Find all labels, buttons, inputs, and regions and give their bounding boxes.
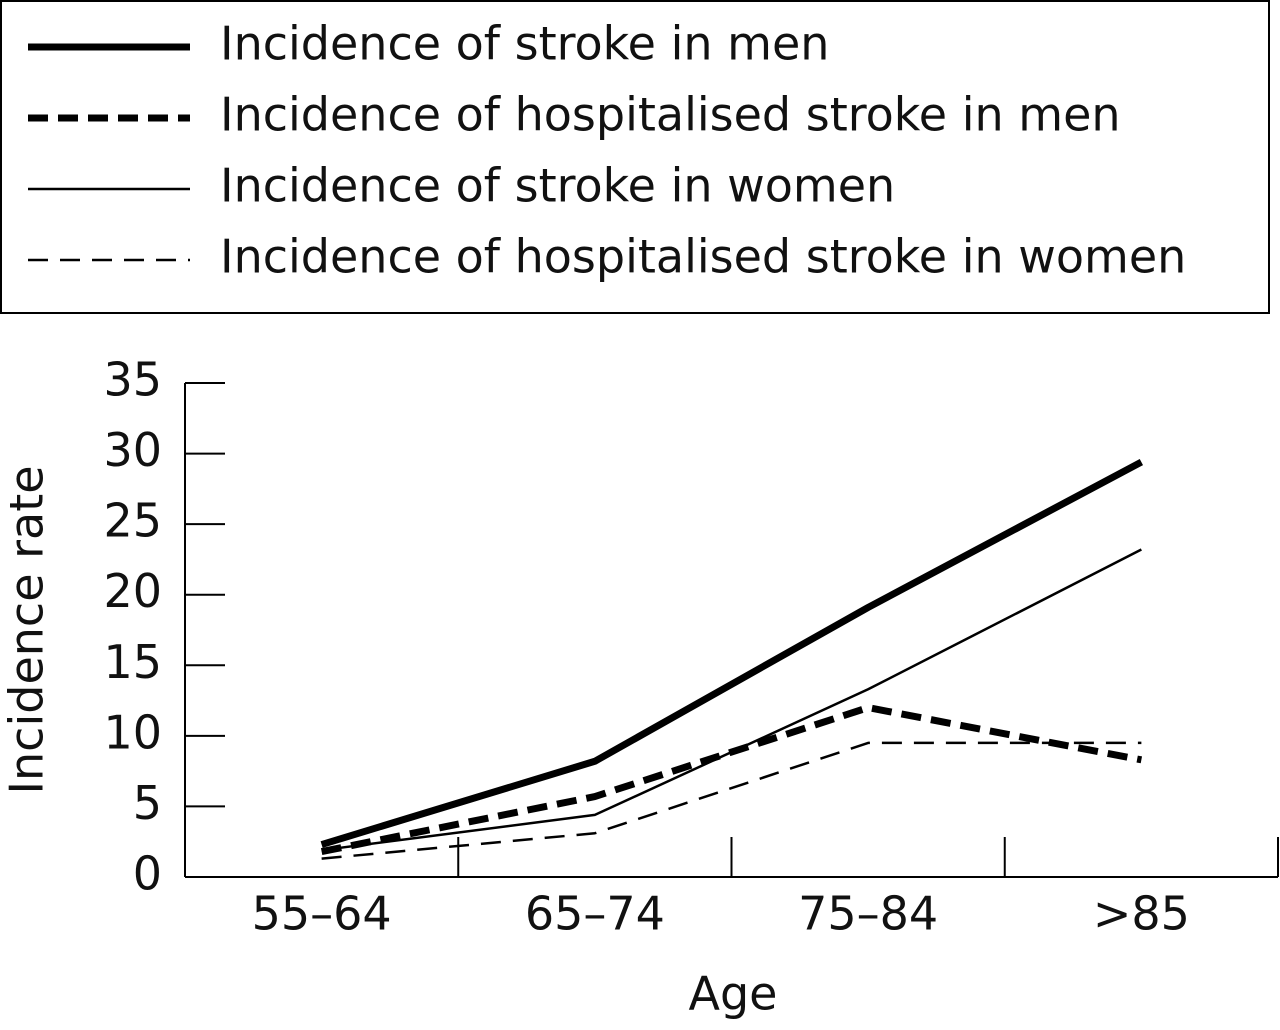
legend-box (0, 0, 1270, 314)
y-tick-label: 10 (103, 705, 162, 759)
legend-label: Incidence of stroke in women (220, 159, 895, 213)
legend-label: Incidence of hospitalised stroke in men (220, 88, 1121, 142)
series-line (320, 704, 1143, 856)
x-tick-label: >85 (1093, 887, 1190, 941)
x-tick-label: 75–84 (798, 887, 938, 941)
series-line (321, 741, 1142, 860)
series-line (321, 548, 1142, 852)
x-axis-label: Age (689, 967, 778, 1021)
y-tick-label: 30 (103, 423, 162, 477)
x-tick-label: 55–64 (252, 887, 392, 941)
y-tick-label: 0 (133, 847, 162, 901)
legend-label: Incidence of stroke in men (220, 17, 829, 71)
legend-label: Incidence of hospitalised stroke in wome… (220, 230, 1186, 284)
y-tick-label: 25 (103, 494, 162, 548)
series-line (320, 458, 1144, 848)
y-axis-label: Incidence rate (0, 465, 54, 794)
x-tick-label: 65–74 (525, 887, 665, 941)
y-tick-label: 5 (133, 776, 162, 830)
y-tick-label: 20 (103, 564, 162, 618)
y-tick-label: 35 (103, 353, 162, 407)
y-tick-label: 15 (103, 635, 162, 689)
